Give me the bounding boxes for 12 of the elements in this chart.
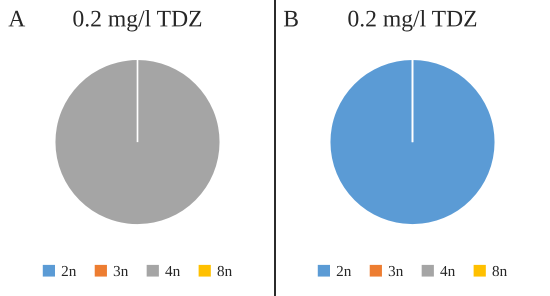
legend-label: 2n bbox=[336, 266, 352, 276]
legend-label: 8n bbox=[492, 266, 507, 276]
text: A bbox=[8, 10, 26, 26]
legend-label: 2n bbox=[62, 266, 76, 276]
chart-title: 0.2 mg/l TDZ bbox=[73, 10, 202, 32]
legend-label: 3n bbox=[388, 266, 404, 276]
legend-label: 3n bbox=[114, 266, 128, 276]
text: B bbox=[284, 10, 298, 26]
legend-label: 8n bbox=[218, 266, 232, 276]
legend-label: 4n bbox=[440, 266, 456, 276]
legend-label: 4n bbox=[165, 266, 180, 276]
chart-title: 0.2 mg/l TDZ bbox=[348, 10, 476, 32]
